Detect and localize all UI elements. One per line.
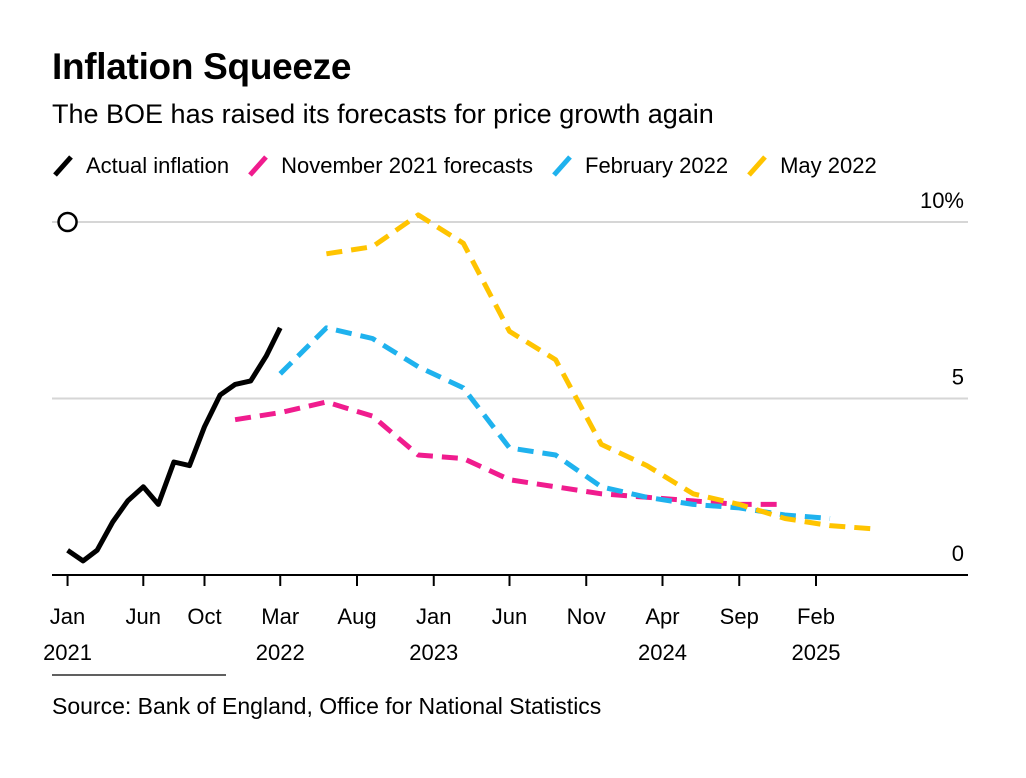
x-year-label: 2023: [409, 640, 458, 665]
chart-title: Inflation Squeeze: [52, 46, 352, 87]
legend-swatch-november-2021-forecasts: [248, 155, 268, 177]
x-tick-label: Sep: [720, 604, 759, 629]
series-line-february-2022: [278, 325, 831, 521]
open-circle-marker: [57, 211, 78, 233]
series-line-actual-inflation: [66, 326, 283, 564]
legend: Actual inflation November 2021 forecasts F…: [52, 150, 895, 182]
legend-label: Actual inflation: [86, 153, 230, 178]
legend-label: November 2021 forecasts: [281, 153, 533, 178]
x-tick-label: Aug: [337, 604, 376, 629]
legend-label: February 2022: [585, 153, 729, 178]
y-tick-label: 0: [952, 541, 964, 566]
x-year-label: 2025: [792, 640, 841, 665]
series-line-november-2021-forecasts: [234, 399, 785, 507]
legend-swatch-february-2022: [552, 155, 572, 177]
x-tick-label: Apr: [645, 604, 679, 629]
x-year-label: 2021: [43, 640, 92, 665]
legend-label: May 2022: [780, 153, 877, 178]
chart-subtitle: The BOE has raised its forecasts for pri…: [52, 99, 714, 129]
x-tick-label: Jun: [492, 604, 527, 629]
x-tick-label: Nov: [567, 604, 606, 629]
legend-item-november-2021-forecasts: November 2021 forecasts: [247, 153, 533, 179]
annotations: [57, 211, 78, 233]
source-note: Source: Bank of England, Office for Nati…: [52, 693, 602, 719]
x-year-label: 2024: [638, 640, 687, 665]
y-tick-label: 5: [952, 365, 964, 390]
x-tick-label: Jan: [416, 604, 451, 629]
x-year-label: 2022: [256, 640, 305, 665]
legend-item-actual-inflation: Actual inflation: [52, 153, 229, 179]
x-tick-label: Feb: [797, 604, 835, 629]
series-line-may-2022: [326, 212, 877, 532]
axes: 0 5 10% Jan 2021 Jun Oct Mar 2022 Aug Jan 2023 Jun No…: [43, 188, 968, 676]
series-lines: [66, 212, 877, 564]
x-tick-label: Jan: [50, 604, 85, 629]
legend-item-may-2022: May 2022: [746, 153, 877, 179]
legend-swatch-may-2022: [747, 155, 767, 177]
legend-swatch-actual-inflation: [53, 155, 73, 177]
x-tick-label: Oct: [187, 604, 221, 629]
gridlines: [52, 221, 968, 400]
y-tick-label: 10%: [920, 188, 964, 213]
x-tick-label: Jun: [126, 604, 161, 629]
legend-item-february-2022: February 2022: [551, 153, 728, 179]
x-tick-label: Mar: [261, 604, 299, 629]
